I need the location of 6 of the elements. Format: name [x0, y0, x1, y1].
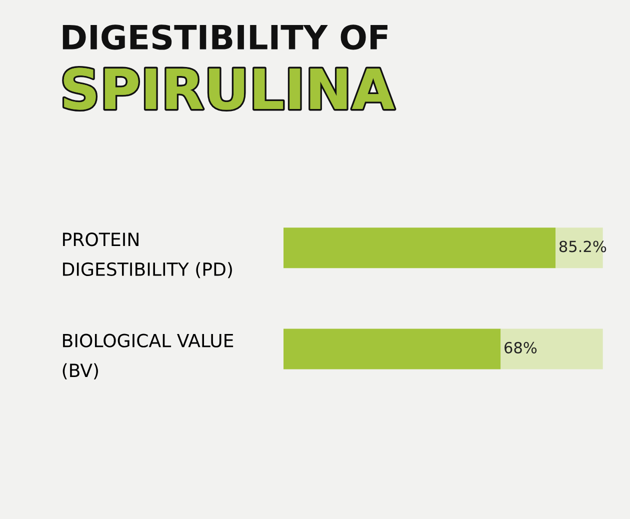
- data-label: 68%: [504, 342, 537, 354]
- y-tick-label: PROTEIN DIGESTIBILITY (PD): [63, 232, 232, 278]
- chart-title: DIGESTIBILITY OF: [62, 24, 388, 50]
- chart-subtitle: SPIRULINA: [64, 68, 394, 110]
- y-tick-label: BIOLOGICAL VALUE (BV): [62, 334, 234, 380]
- data-label: 85.2%: [559, 240, 606, 252]
